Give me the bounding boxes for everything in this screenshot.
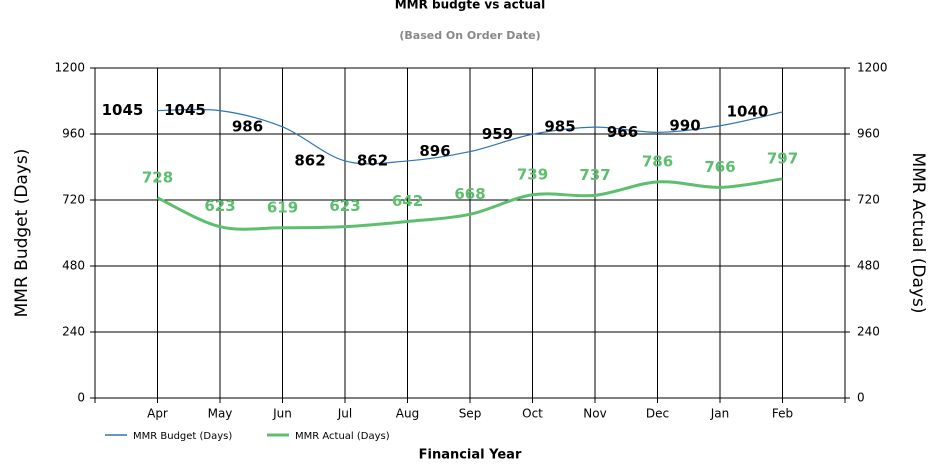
- legend-label: MMR Actual (Days): [295, 431, 390, 442]
- data-label: 985: [544, 118, 575, 136]
- data-label: 1045: [102, 101, 144, 119]
- data-label: 862: [357, 151, 388, 169]
- data-label: 1045: [164, 101, 206, 119]
- data-label: 737: [579, 166, 610, 184]
- y-tick-label: 960: [62, 127, 85, 141]
- x-tick-label: May: [208, 407, 233, 421]
- data-label: 797: [767, 149, 798, 167]
- y2-tick-label: 960: [857, 127, 880, 141]
- x-tick-label: Jun: [272, 407, 292, 421]
- y-tick-label: 240: [62, 325, 85, 339]
- y2-tick-label: 240: [857, 325, 880, 339]
- x-tick-label: Jul: [337, 407, 352, 421]
- data-label: 959: [482, 125, 513, 143]
- series-line: [156, 177, 783, 231]
- x-tick-label: Oct: [522, 407, 543, 421]
- y-tick-label: 1200: [54, 61, 85, 75]
- data-label: 623: [329, 197, 360, 215]
- legend-label: MMR Budget (Days): [133, 431, 232, 442]
- data-label: 766: [704, 158, 735, 176]
- x-axis-title: Financial Year: [419, 448, 522, 463]
- x-tick-label: Aug: [396, 407, 419, 421]
- data-label: 966: [607, 123, 638, 141]
- x-tick-label: Sep: [459, 407, 482, 421]
- x-tick-label: Jan: [710, 407, 730, 421]
- data-label: 786: [642, 152, 673, 170]
- y-tick-label: 480: [62, 259, 85, 273]
- data-label: 990: [669, 116, 700, 134]
- x-tick-label: Feb: [772, 407, 793, 421]
- x-tick-label: Dec: [646, 407, 669, 421]
- series-line: [157, 108, 783, 165]
- data-label: 668: [454, 185, 485, 203]
- chart-subtitle: (Based On Order Date): [399, 29, 540, 42]
- data-label: 1040: [727, 103, 769, 121]
- data-label: 896: [419, 142, 450, 160]
- y-tick-label: 0: [77, 391, 85, 405]
- y-tick-label: 720: [62, 193, 85, 207]
- data-label: 619: [267, 198, 298, 216]
- y-axis-title: MMR Budget (Days): [12, 149, 32, 318]
- data-label: 986: [232, 117, 263, 135]
- y2-axis-title: MMR Actual (Days): [908, 153, 928, 314]
- data-label: 728: [142, 168, 173, 186]
- data-label: 739: [517, 165, 548, 183]
- y2-tick-label: 1200: [857, 61, 888, 75]
- x-tick-label: Apr: [147, 407, 168, 421]
- data-label: 642: [392, 192, 423, 210]
- y2-tick-label: 720: [857, 193, 880, 207]
- y2-tick-label: 480: [857, 259, 880, 273]
- data-label: 862: [294, 151, 325, 169]
- x-tick-label: Nov: [583, 407, 606, 421]
- chart-title: MMR budgte vs actual: [395, 0, 546, 12]
- data-label: 623: [204, 197, 235, 215]
- y2-tick-label: 0: [857, 391, 865, 405]
